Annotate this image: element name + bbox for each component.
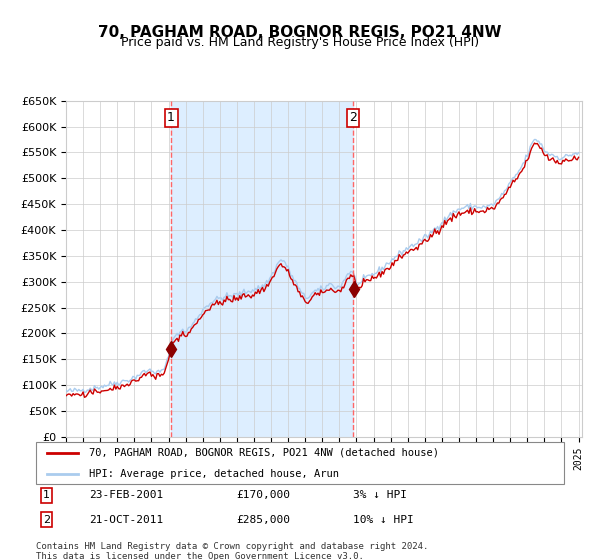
Text: 70, PAGHAM ROAD, BOGNOR REGIS, PO21 4NW: 70, PAGHAM ROAD, BOGNOR REGIS, PO21 4NW (98, 25, 502, 40)
Text: 23-FEB-2001: 23-FEB-2001 (89, 491, 163, 501)
Text: HPI: Average price, detached house, Arun: HPI: Average price, detached house, Arun (89, 469, 339, 479)
Text: 10% ↓ HPI: 10% ↓ HPI (353, 515, 413, 525)
Text: 3% ↓ HPI: 3% ↓ HPI (353, 491, 407, 501)
Text: 21-OCT-2011: 21-OCT-2011 (89, 515, 163, 525)
Text: 1: 1 (167, 111, 175, 124)
Text: £170,000: £170,000 (236, 491, 290, 501)
Text: 2: 2 (349, 111, 357, 124)
Text: 2: 2 (43, 515, 50, 525)
Text: £285,000: £285,000 (236, 515, 290, 525)
Text: 1: 1 (43, 491, 50, 501)
Text: Price paid vs. HM Land Registry's House Price Index (HPI): Price paid vs. HM Land Registry's House … (121, 36, 479, 49)
Text: Contains HM Land Registry data © Crown copyright and database right 2024.
This d: Contains HM Land Registry data © Crown c… (36, 542, 428, 560)
FancyBboxPatch shape (36, 442, 564, 484)
Text: 70, PAGHAM ROAD, BOGNOR REGIS, PO21 4NW (detached house): 70, PAGHAM ROAD, BOGNOR REGIS, PO21 4NW … (89, 448, 439, 458)
Bar (171, 101, 353, 437)
